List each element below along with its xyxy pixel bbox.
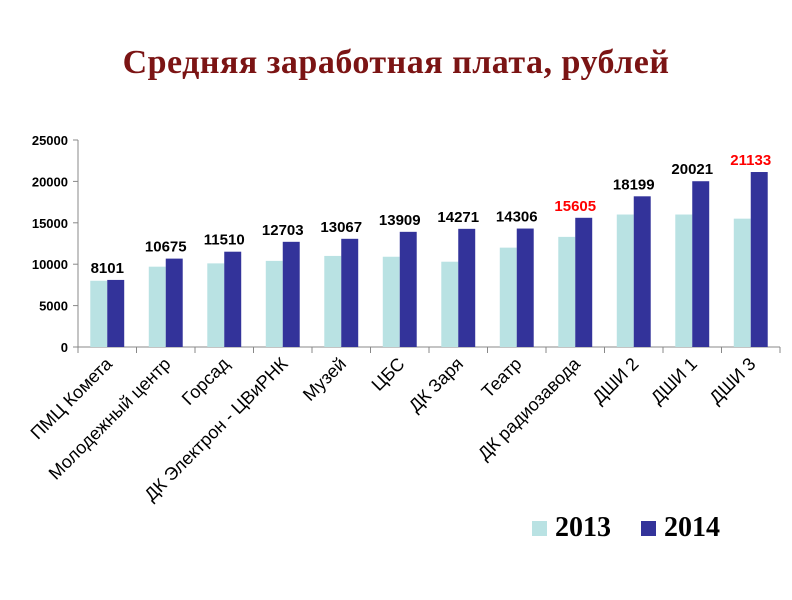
- chart-axes: 0 5000 10000 15000 20000 25000: [32, 133, 781, 355]
- category-label: Музей: [299, 354, 350, 405]
- bar-2013: [616, 214, 634, 347]
- bar-2013: [499, 247, 517, 347]
- y-tick-label: 0: [61, 340, 68, 355]
- bar-2014: [750, 172, 768, 347]
- category-label: ДШИ 3: [705, 354, 759, 408]
- bar-2014: [282, 241, 300, 347]
- chart-legend: 2013 2014: [532, 512, 750, 544]
- legend-label-2014: 2014: [664, 512, 720, 543]
- category-label: ЦБС: [368, 354, 409, 395]
- bar-2013: [324, 255, 342, 347]
- bar-2014: [399, 231, 417, 347]
- data-label: 20021: [671, 161, 713, 178]
- y-tick-label: 15000: [32, 216, 68, 231]
- bar-2013: [558, 236, 576, 347]
- bar-2014: [224, 251, 242, 347]
- bar-2013: [90, 280, 108, 347]
- bar-2014: [165, 258, 183, 347]
- bar-2013: [733, 218, 751, 347]
- data-label: 13909: [379, 212, 421, 229]
- data-label: 14306: [496, 209, 538, 226]
- category-label: Горсад: [178, 353, 234, 409]
- data-label: 15605: [554, 198, 596, 215]
- bar-2013: [441, 261, 459, 347]
- bar-2013: [675, 214, 693, 347]
- bar-2014: [692, 181, 710, 347]
- data-label: 13067: [320, 219, 362, 236]
- y-tick-label: 10000: [32, 257, 68, 272]
- data-label: 14271: [437, 209, 479, 226]
- chart-title: Средняя заработная плата, рублей: [122, 44, 670, 81]
- legend-swatch-2013: [532, 520, 547, 536]
- legend-label-2013: 2013: [555, 512, 611, 543]
- category-label: ДШИ 1: [647, 354, 701, 408]
- data-label: 11510: [204, 232, 245, 249]
- bar-2014: [575, 217, 593, 347]
- bar-2013: [207, 263, 225, 347]
- bar-2014: [107, 279, 125, 347]
- data-label: 21133: [730, 152, 771, 169]
- data-label: 8101: [91, 260, 124, 277]
- data-label: 10675: [145, 239, 187, 256]
- bar-2014: [458, 228, 476, 347]
- legend-item-2013: 2013: [532, 512, 611, 544]
- category-label: Театр: [478, 354, 526, 402]
- bar-2013: [265, 260, 283, 347]
- data-label: 18199: [613, 176, 655, 193]
- chart-bars: [90, 172, 768, 347]
- data-label: 12703: [262, 222, 304, 239]
- legend-swatch-2014: [641, 520, 656, 536]
- bar-2014: [516, 228, 534, 347]
- category-label: ДШИ 2: [588, 354, 642, 408]
- bar-2013: [382, 256, 400, 347]
- y-tick-label: 5000: [39, 299, 68, 314]
- bar-2014: [341, 238, 359, 347]
- category-label: ДК радиозавода: [474, 353, 585, 464]
- y-tick-label: 25000: [32, 133, 68, 148]
- category-label: ДК Заря: [405, 354, 467, 416]
- legend-item-2014: 2014: [641, 512, 720, 544]
- bar-2013: [148, 266, 166, 347]
- y-tick-label: 20000: [32, 174, 68, 189]
- bar-2014: [633, 196, 651, 347]
